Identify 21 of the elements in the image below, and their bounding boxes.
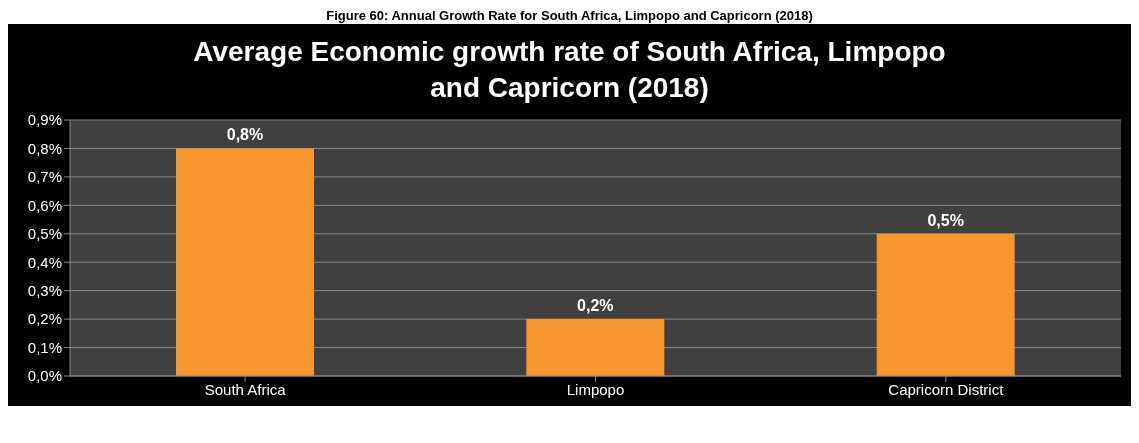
data-label: 0,8% xyxy=(226,126,264,144)
y-tick-label: 0,1% xyxy=(27,338,62,356)
y-tick-label: 0,2% xyxy=(27,310,62,328)
data-label: 0,5% xyxy=(927,211,964,229)
y-tick-label: 0,3% xyxy=(27,281,62,299)
y-tick-label: 0,9% xyxy=(27,111,62,129)
bar xyxy=(876,233,1015,376)
bar xyxy=(176,148,314,376)
x-tick-label: South Africa xyxy=(204,380,287,398)
x-tick-label: Capricorn District xyxy=(888,380,1005,398)
y-tick-label: 0,4% xyxy=(27,253,62,271)
y-tick-label: 0,7% xyxy=(27,168,62,186)
y-tick-label: 0,5% xyxy=(27,225,62,243)
chart-title: Average Economic growth rate of South Africa, Limpopo and Capricorn (2018) xyxy=(192,35,947,105)
y-tick-label: 0,6% xyxy=(27,196,62,214)
x-tick-label: Limpopo xyxy=(566,380,625,398)
y-tick-label: 0,8% xyxy=(27,139,62,157)
caption: Figure 60: Annual Growth Rate for South Africa, Limpopo and Capricorn (2018) xyxy=(325,8,814,24)
y-tick-label: 0,0% xyxy=(27,367,62,385)
bar xyxy=(526,319,665,376)
data-label: 0,2% xyxy=(577,297,614,315)
